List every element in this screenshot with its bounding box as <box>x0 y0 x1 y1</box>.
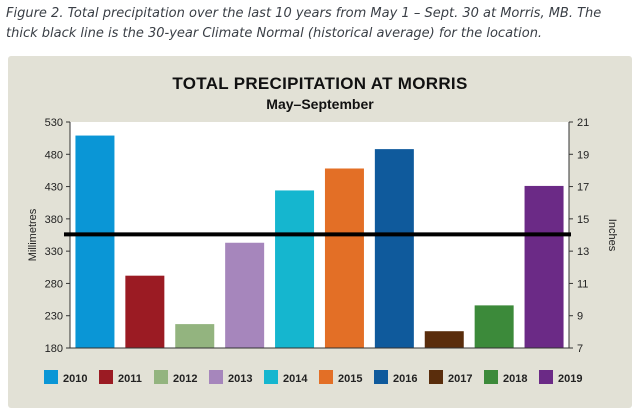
legend-swatch-2015 <box>319 370 333 384</box>
y2-tick-label: 11 <box>577 278 588 290</box>
legend-swatch-2016 <box>374 370 388 384</box>
legend-swatch-2018 <box>484 370 498 384</box>
y2-axis-title: Inches <box>606 219 618 252</box>
y-tick-label: 180 <box>45 343 63 355</box>
legend-label-2016: 2016 <box>393 373 417 385</box>
bar-2016 <box>374 149 414 348</box>
y2-tick-label: 17 <box>577 182 589 194</box>
y-axis-title: Millimetres <box>27 208 39 261</box>
y-tick-label: 430 <box>45 182 63 194</box>
legend-label-2012: 2012 <box>173 373 197 385</box>
legend-label-2015: 2015 <box>338 373 362 385</box>
legend-label-2014: 2014 <box>283 373 308 385</box>
bar-2011 <box>125 275 165 348</box>
bar-2015 <box>324 168 364 348</box>
y2-tick-label: 21 <box>577 117 589 129</box>
y-tick-label: 530 <box>45 117 63 129</box>
legend-swatch-2013 <box>209 370 223 384</box>
legend-swatch-2014 <box>264 370 278 384</box>
legend-label-2019: 2019 <box>558 373 582 385</box>
legend-swatch-2010 <box>44 370 58 384</box>
y-tick-label: 480 <box>45 149 63 161</box>
bar-2013 <box>225 242 265 348</box>
y-tick-label: 330 <box>45 246 63 258</box>
bar-2017 <box>424 331 464 348</box>
bar-2018 <box>474 305 514 348</box>
chart-title: TOTAL PRECIPITATION AT MORRIS <box>172 74 468 93</box>
legend-swatch-2017 <box>429 370 443 384</box>
y2-tick-label: 13 <box>577 246 589 258</box>
bar-2012 <box>175 324 215 348</box>
y-tick-label: 380 <box>45 214 63 226</box>
legend-label-2011: 2011 <box>118 373 142 385</box>
y-tick-label: 230 <box>45 311 63 323</box>
legend-label-2017: 2017 <box>448 373 472 385</box>
figure-caption: Figure 2. Total precipitation over the l… <box>6 6 602 41</box>
bar-2019 <box>524 185 564 348</box>
legend-label-2010: 2010 <box>63 373 87 385</box>
legend-swatch-2012 <box>154 370 168 384</box>
legend-label-2013: 2013 <box>228 373 252 385</box>
y-tick-label: 280 <box>45 278 63 290</box>
legend-swatch-2019 <box>539 370 553 384</box>
bar-2010 <box>75 135 115 348</box>
y2-tick-label: 9 <box>577 311 583 323</box>
chart-subtitle: May–September <box>266 96 374 112</box>
legend-swatch-2011 <box>99 370 113 384</box>
bar-2014 <box>275 190 315 348</box>
y2-tick-label: 19 <box>577 149 589 161</box>
y2-tick-label: 15 <box>577 214 589 226</box>
y2-tick-label: 7 <box>577 343 583 355</box>
legend-label-2018: 2018 <box>503 373 527 385</box>
